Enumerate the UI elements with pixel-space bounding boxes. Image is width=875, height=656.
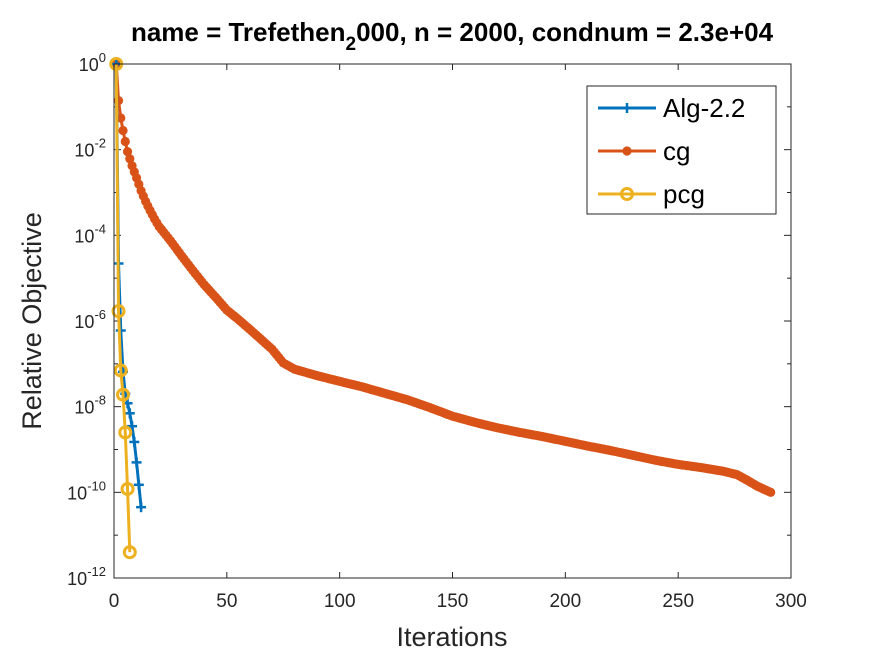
title-subscript: 2 (346, 34, 357, 55)
y-tick-label: 10-6 (74, 307, 106, 332)
y-tick-exponent: -8 (94, 393, 106, 408)
y-tick-base: 10 (79, 55, 99, 75)
x-tick-label: 100 (324, 591, 356, 612)
legend-label: cg (663, 136, 690, 166)
title-prefix: name = Trefethen (131, 17, 346, 47)
series-marker-pcg (122, 545, 137, 560)
series-marker-cg (125, 154, 135, 164)
series-marker-cg (118, 125, 128, 136)
series-marker-pcg (113, 363, 128, 378)
x-tick-label: 50 (216, 591, 237, 612)
y-tick-base: 10 (74, 398, 94, 418)
chart-title: name = Trefethen2000, n = 2000, condnum … (131, 17, 774, 55)
x-tick-label: 200 (549, 591, 581, 612)
series-marker-alg-2-2 (127, 421, 138, 432)
x-tick-label: 300 (775, 591, 807, 612)
y-tick-label: 10-2 (74, 136, 106, 161)
y-tick-label: 10-12 (67, 564, 106, 589)
y-tick-base: 10 (74, 141, 94, 161)
legend-marker (622, 103, 632, 113)
y-tick-exponent: -6 (94, 307, 106, 322)
legend-entry-alg-2-2: Alg-2.2 (598, 93, 745, 123)
series-marker-cg (116, 113, 126, 123)
x-tick-label: 250 (662, 591, 694, 612)
legend-entry-pcg: pcg (598, 179, 705, 209)
series-marker-cg (120, 136, 130, 147)
y-tick-base: 10 (74, 312, 94, 332)
series-marker-pcg (111, 304, 126, 319)
y-tick-base: 10 (67, 483, 87, 503)
legend-marker (620, 187, 634, 201)
y-tick-label: 100 (79, 50, 106, 75)
y-tick-label: 10-4 (74, 221, 106, 246)
legend: Alg-2.2 cg pcg (586, 85, 777, 215)
series-marker-alg-2-2 (131, 457, 142, 468)
series-marker-pcg (120, 481, 135, 496)
y-tick-exponent: -10 (87, 478, 106, 493)
series-marker-alg-2-2 (124, 408, 135, 419)
series-marker-cg (122, 147, 133, 157)
y-axis-label: Relative Objective (17, 212, 47, 430)
x-axis-label: Iterations (396, 622, 507, 652)
plot-frame (113, 63, 792, 579)
series-marker-pcg (116, 387, 131, 402)
y-tick-exponent: -2 (94, 136, 106, 151)
series-layer (109, 57, 776, 560)
y-tick-label: 10-10 (67, 478, 106, 503)
series-marker-pcg (118, 425, 133, 440)
y-tick-exponent: 0 (99, 50, 106, 65)
series-marker-cg (766, 487, 776, 497)
series-marker-alg-2-2 (133, 479, 144, 490)
y-tick-base: 10 (74, 226, 94, 246)
y-tick-label: 10-8 (74, 393, 106, 418)
x-tick-label: 150 (437, 591, 469, 612)
series-line-pcg (114, 63, 132, 553)
legend-marker (622, 146, 632, 156)
title-suffix: 000, n = 2000, condnum = 2.3e+04 (356, 17, 773, 47)
axis-ticks: 0 50 100 150 200 250 30010010-210-410-610-810-… (67, 50, 807, 612)
series-marker-alg-2-2 (129, 436, 140, 447)
y-tick-exponent: -4 (94, 221, 106, 236)
legend-entry-cg: cg (598, 136, 690, 166)
y-tick-exponent: -12 (87, 564, 106, 579)
y-tick-base: 10 (67, 569, 87, 589)
x-tick-label: 0 (109, 591, 120, 612)
series-marker-alg-2-2 (136, 502, 147, 513)
legend-label: Alg-2.2 (663, 93, 745, 123)
legend-label: pcg (663, 179, 705, 209)
